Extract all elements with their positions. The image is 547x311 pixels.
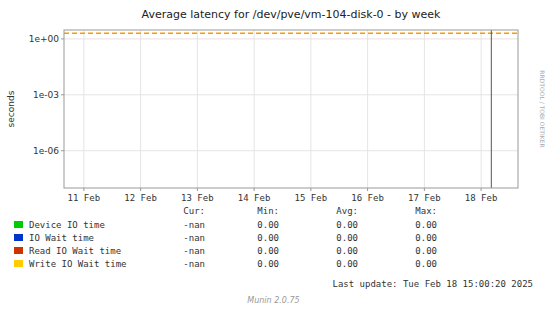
table-header: Max:: [415, 206, 437, 216]
grid-line-x: [367, 30, 368, 188]
x-tick: [83, 188, 84, 191]
legend-label: IO Wait time: [29, 233, 94, 243]
grid-line-x: [481, 30, 482, 188]
x-tick: [310, 188, 311, 191]
table-cell: 0.00: [336, 220, 358, 230]
legend-swatch: [14, 234, 23, 241]
reference-line: [64, 33, 518, 35]
grid-line-y: [64, 94, 518, 95]
grid-line-x: [140, 30, 141, 188]
legend-swatch: [14, 247, 23, 254]
grid-line-y: [64, 150, 518, 151]
table-cell: 0.00: [257, 259, 279, 269]
x-tick: [481, 188, 482, 191]
y-tick-label: 1e-03: [33, 90, 59, 100]
x-tick: [254, 188, 255, 191]
plot-area: [64, 30, 518, 188]
x-tick-label: 12 Feb: [124, 193, 157, 203]
grid-line-y: [64, 38, 518, 39]
table-cell: 0.00: [257, 246, 279, 256]
table-cell: 0.00: [257, 220, 279, 230]
legend-label: Read IO Wait time: [29, 246, 121, 256]
table-cell: 0.00: [415, 246, 437, 256]
version-label: Munin 2.0.75: [247, 296, 299, 305]
table-header: Cur:: [183, 206, 205, 216]
x-tick: [424, 188, 425, 191]
y-tick: [61, 38, 64, 39]
chart: 11 Feb 12 Feb 13 Feb 14 Feb 15 Feb 16 Feb 17 F…: [0, 0, 547, 311]
title: Average latency for /dev/pve/vm-104-disk…: [142, 8, 442, 21]
x-tick-label: 17 Feb: [408, 193, 441, 203]
table-header: Min:: [257, 206, 279, 216]
grid-line-x: [310, 30, 311, 188]
last-update: Last update: Tue Feb 18 15:00:20 2025: [333, 279, 533, 289]
table-cell: -nan: [183, 220, 205, 230]
x-tick-label: 13 Feb: [181, 193, 214, 203]
reference-line: [491, 30, 492, 188]
legend-swatch: [14, 221, 23, 228]
legend-label: Write IO Wait time: [29, 259, 127, 269]
table-cell: 0.00: [336, 259, 358, 269]
plot-frame: [64, 30, 518, 188]
table-cell: 0.00: [257, 233, 279, 243]
x-tick-label: 16 Feb: [351, 193, 384, 203]
y-tick: [61, 94, 64, 95]
table-cell: 0.00: [415, 259, 437, 269]
grid-line-x: [254, 30, 255, 188]
legend-swatch: [14, 260, 23, 267]
y-axis-label: seconds: [6, 90, 16, 127]
grid-line-x: [83, 30, 84, 188]
x-tick: [140, 188, 141, 191]
x-tick-label: 18 Feb: [465, 193, 498, 203]
x-tick: [197, 188, 198, 191]
table-cell: -nan: [183, 233, 205, 243]
x-tick-label: 11 Feb: [68, 193, 101, 203]
table-cell: -nan: [183, 259, 205, 269]
y-tick-label: 1e-06: [33, 146, 59, 156]
grid-line-x: [197, 30, 198, 188]
table-cell: 0.00: [415, 220, 437, 230]
y-tick: [61, 150, 64, 151]
y-tick-label: 1e+00: [29, 34, 60, 44]
table-cell: 0.00: [336, 246, 358, 256]
table-cell: 0.00: [415, 233, 437, 243]
table-cell: -nan: [183, 246, 205, 256]
grid-line-x: [424, 30, 425, 188]
table-header: Avg:: [336, 206, 358, 216]
x-tick: [367, 188, 368, 191]
table-cell: 0.00: [336, 233, 358, 243]
x-tick-label: 14 Feb: [238, 193, 271, 203]
plot-marks: [64, 30, 518, 188]
x-tick-label: 15 Feb: [295, 193, 328, 203]
legend-label: Device IO time: [29, 220, 105, 230]
side-label: RRDTOOL / TOBI OETIKER: [539, 70, 546, 147]
